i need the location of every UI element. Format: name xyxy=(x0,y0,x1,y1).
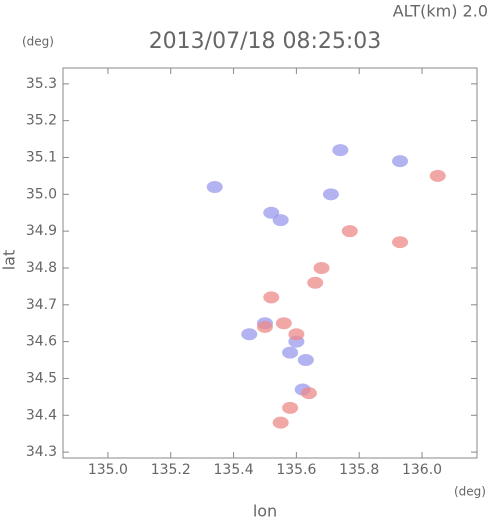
echo-patch xyxy=(282,401,299,414)
y-tick-label: 35.1 xyxy=(26,149,57,165)
echo-patch xyxy=(275,317,292,330)
x-unit: (deg) xyxy=(454,485,486,499)
echo-patch xyxy=(307,276,324,289)
echo-patch xyxy=(272,416,289,429)
echo-patch xyxy=(322,188,339,201)
x-tick-label: 135.0 xyxy=(88,462,128,478)
echo-patch xyxy=(392,155,409,168)
echo-patch xyxy=(332,144,349,157)
y-tick-label: 34.4 xyxy=(26,407,57,423)
y-axis-label: lat xyxy=(0,250,19,271)
chart-title: 2013/07/18 08:25:03 xyxy=(149,29,382,54)
y-unit: (deg) xyxy=(22,35,54,49)
echo-patch xyxy=(256,320,273,333)
y-tick-label: 34.8 xyxy=(26,260,57,276)
y-tick-label: 35.2 xyxy=(26,113,57,129)
echo-patch xyxy=(297,354,314,367)
y-tick-label: 34.6 xyxy=(26,334,57,350)
y-tick-label: 34.3 xyxy=(26,444,57,460)
echo-patch xyxy=(313,261,330,274)
plot-frame xyxy=(62,67,478,459)
echo-patch xyxy=(288,328,305,341)
echo-patch xyxy=(429,169,446,182)
x-tick-label: 135.6 xyxy=(276,462,316,478)
y-tick-label: 34.9 xyxy=(26,223,57,239)
y-tick-label: 35.0 xyxy=(26,186,57,202)
x-tick-label: 135.4 xyxy=(214,462,254,478)
echo-patch xyxy=(272,214,289,227)
x-tick-label: 136.0 xyxy=(402,462,442,478)
echo-patch xyxy=(263,291,280,304)
x-axis-label: lon xyxy=(253,502,277,521)
echo-patch xyxy=(241,328,258,341)
y-tick-label: 34.7 xyxy=(26,297,57,313)
echo-patch xyxy=(392,236,409,249)
echo-patch xyxy=(282,346,299,359)
y-tick-label: 35.3 xyxy=(26,76,57,92)
y-tick-label: 34.5 xyxy=(26,370,57,386)
echo-patch xyxy=(341,225,358,238)
echo-patch xyxy=(300,387,317,400)
x-tick-label: 135.2 xyxy=(151,462,191,478)
x-tick-label: 135.8 xyxy=(339,462,379,478)
echo-patch xyxy=(206,180,223,193)
altitude-label: ALT(km) 2.0 xyxy=(393,2,488,21)
